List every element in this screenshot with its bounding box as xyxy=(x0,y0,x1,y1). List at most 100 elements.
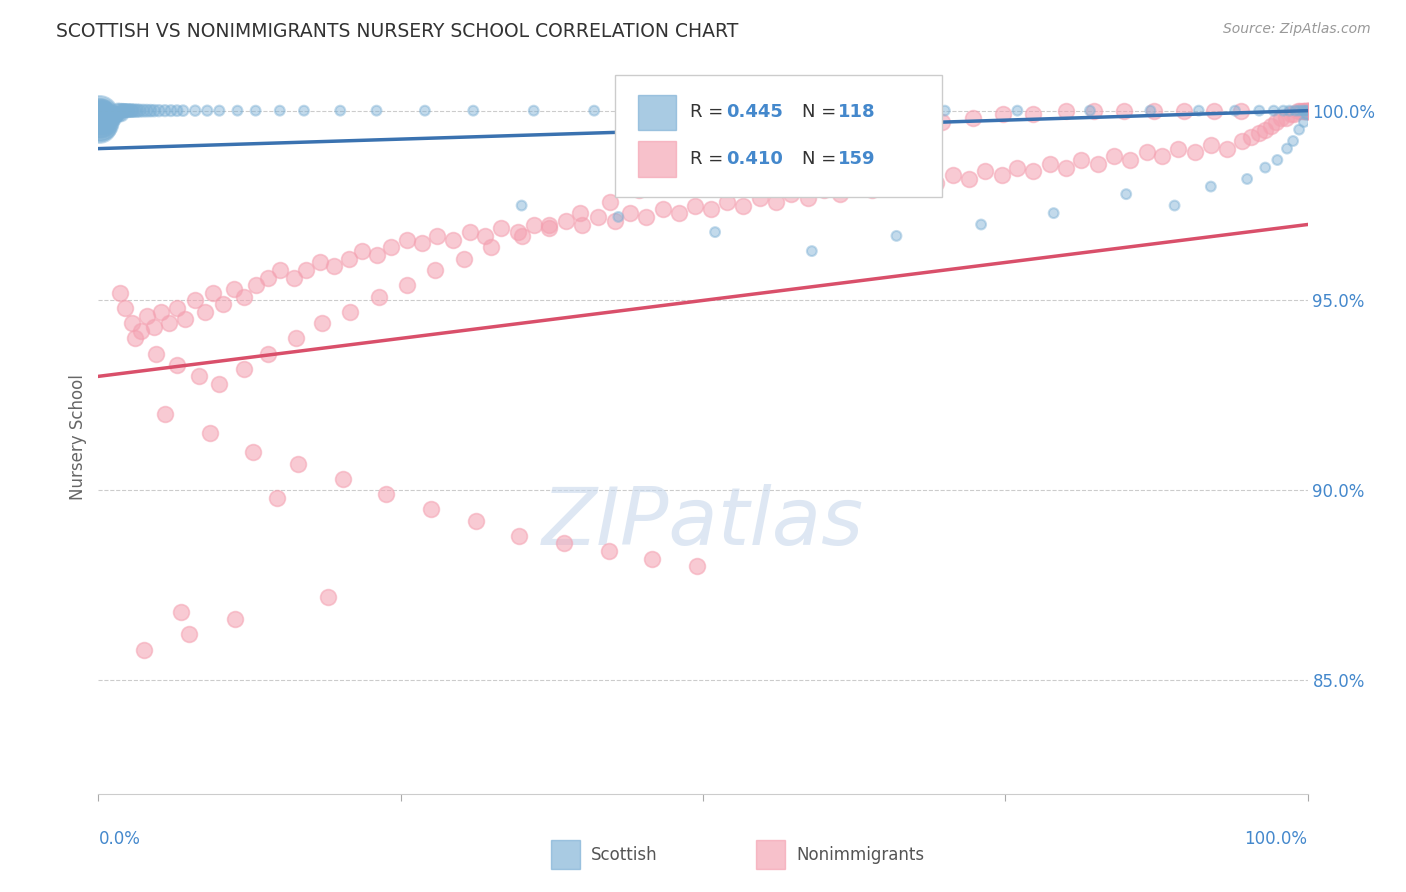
Point xyxy=(1139,103,1161,118)
Point xyxy=(523,218,546,232)
Point xyxy=(121,103,143,118)
Point xyxy=(110,107,132,121)
Point xyxy=(323,260,346,274)
Point xyxy=(1240,130,1263,145)
Point xyxy=(139,103,162,118)
Point xyxy=(1286,103,1309,118)
Point xyxy=(716,194,738,209)
Point xyxy=(153,103,176,118)
Point xyxy=(128,103,150,118)
Point xyxy=(1282,134,1305,148)
Point xyxy=(731,198,754,212)
Point xyxy=(1289,103,1312,118)
FancyBboxPatch shape xyxy=(638,95,676,130)
Point xyxy=(337,252,360,266)
Point xyxy=(423,263,446,277)
Point xyxy=(96,112,118,126)
Point xyxy=(1249,103,1271,118)
Point xyxy=(1295,103,1317,118)
Point xyxy=(93,112,115,126)
Point xyxy=(1054,103,1077,118)
Point xyxy=(150,305,173,319)
Point xyxy=(124,331,146,345)
Point xyxy=(510,198,533,212)
Point xyxy=(780,142,803,156)
Point xyxy=(991,107,1014,121)
Point xyxy=(718,157,741,171)
Point xyxy=(668,206,690,220)
Point xyxy=(603,213,626,227)
Point xyxy=(105,107,128,121)
Point xyxy=(90,107,112,121)
Point xyxy=(652,202,675,217)
Point xyxy=(1296,103,1319,118)
Point xyxy=(1199,179,1222,194)
Point xyxy=(860,183,883,197)
Point xyxy=(184,293,207,308)
Point xyxy=(553,536,575,550)
Point xyxy=(91,107,114,121)
Point xyxy=(366,103,388,118)
Point xyxy=(828,187,851,202)
Point xyxy=(942,168,965,182)
Point xyxy=(97,112,120,126)
Point xyxy=(134,642,156,657)
Point xyxy=(245,278,267,293)
Point xyxy=(481,240,503,254)
Point xyxy=(789,103,811,118)
Point xyxy=(157,316,180,330)
Point xyxy=(329,103,352,118)
Point xyxy=(1270,112,1292,126)
Point xyxy=(172,103,194,118)
Point xyxy=(135,309,157,323)
Point xyxy=(1102,149,1125,163)
Point xyxy=(311,316,333,330)
Point xyxy=(1230,103,1253,118)
Point xyxy=(810,134,832,148)
Point xyxy=(395,278,418,293)
Point xyxy=(114,301,136,315)
Point xyxy=(1199,137,1222,152)
Point xyxy=(1292,103,1315,118)
Point xyxy=(636,210,658,224)
Point xyxy=(765,194,787,209)
Point xyxy=(686,559,709,574)
Point xyxy=(232,290,254,304)
Point xyxy=(1078,103,1101,118)
Point xyxy=(1083,103,1105,118)
Point xyxy=(845,179,868,194)
Text: R =: R = xyxy=(690,150,728,168)
Point xyxy=(1296,103,1319,118)
Point xyxy=(1292,103,1315,118)
Point xyxy=(489,221,512,235)
Point xyxy=(598,544,620,558)
Point xyxy=(166,301,188,315)
Point xyxy=(100,107,122,121)
Point xyxy=(627,183,650,197)
Point xyxy=(453,252,475,266)
Point xyxy=(1288,103,1310,118)
Point xyxy=(98,107,121,121)
Point xyxy=(283,270,305,285)
Point xyxy=(153,407,176,421)
Point xyxy=(368,290,391,304)
Point xyxy=(91,107,114,121)
Point xyxy=(101,107,124,121)
Point xyxy=(194,305,217,319)
Point xyxy=(1296,103,1319,118)
Point xyxy=(222,282,245,296)
Point xyxy=(934,103,956,118)
Point xyxy=(1119,153,1142,167)
Point xyxy=(94,107,117,121)
Text: ZIPatlas: ZIPatlas xyxy=(541,483,865,562)
Point xyxy=(1042,206,1064,220)
Point xyxy=(97,107,120,121)
Point xyxy=(226,103,249,118)
Point xyxy=(1022,164,1045,178)
Text: N =: N = xyxy=(803,103,842,121)
Point xyxy=(232,361,254,376)
Point xyxy=(910,172,932,186)
Point xyxy=(145,346,167,360)
Point xyxy=(607,210,630,224)
Point xyxy=(118,103,141,118)
